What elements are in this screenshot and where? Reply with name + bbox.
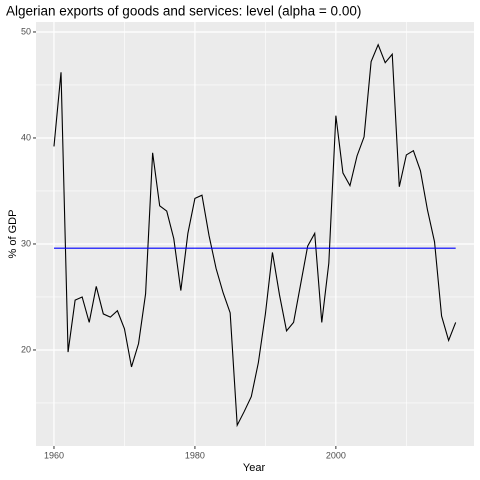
line-series bbox=[53, 43, 457, 428]
x-tick-label: 2000 bbox=[326, 450, 346, 460]
chart-title: Algerian exports of goods and services: … bbox=[6, 4, 361, 19]
x-tick-label: 1960 bbox=[44, 450, 64, 460]
plot-panel bbox=[36, 22, 474, 446]
x-axis-label: Year bbox=[243, 462, 266, 474]
y-axis-label: % of GDP bbox=[7, 210, 19, 259]
x-tick-label: 1980 bbox=[185, 450, 205, 460]
y-tick-label: 20 bbox=[21, 344, 31, 354]
y-tick-label: 50 bbox=[21, 26, 31, 36]
y-tick-label: 30 bbox=[21, 238, 31, 248]
y-tick-label: 40 bbox=[21, 132, 31, 142]
